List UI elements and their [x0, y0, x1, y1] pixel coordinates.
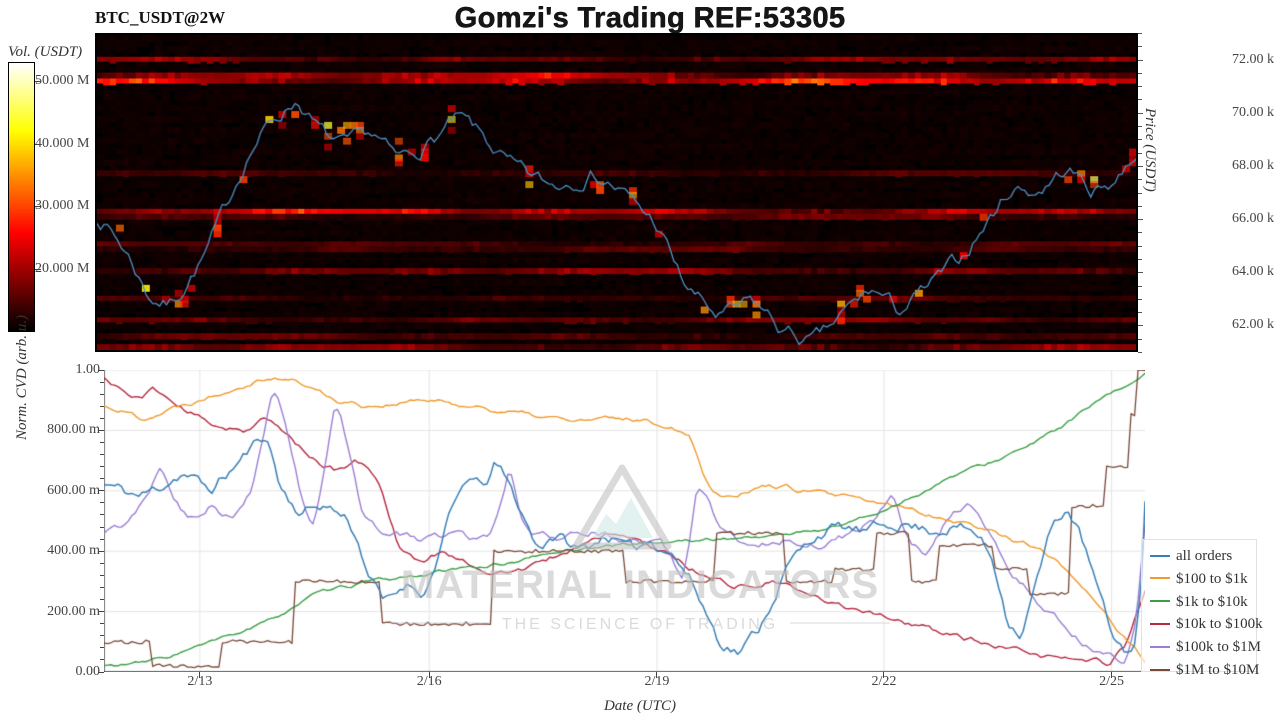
svg-text:THE SCIENCE OF TRADING: THE SCIENCE OF TRADING [502, 616, 778, 633]
svg-text:MATERIAL INDICATORS: MATERIAL INDICATORS [401, 563, 879, 607]
